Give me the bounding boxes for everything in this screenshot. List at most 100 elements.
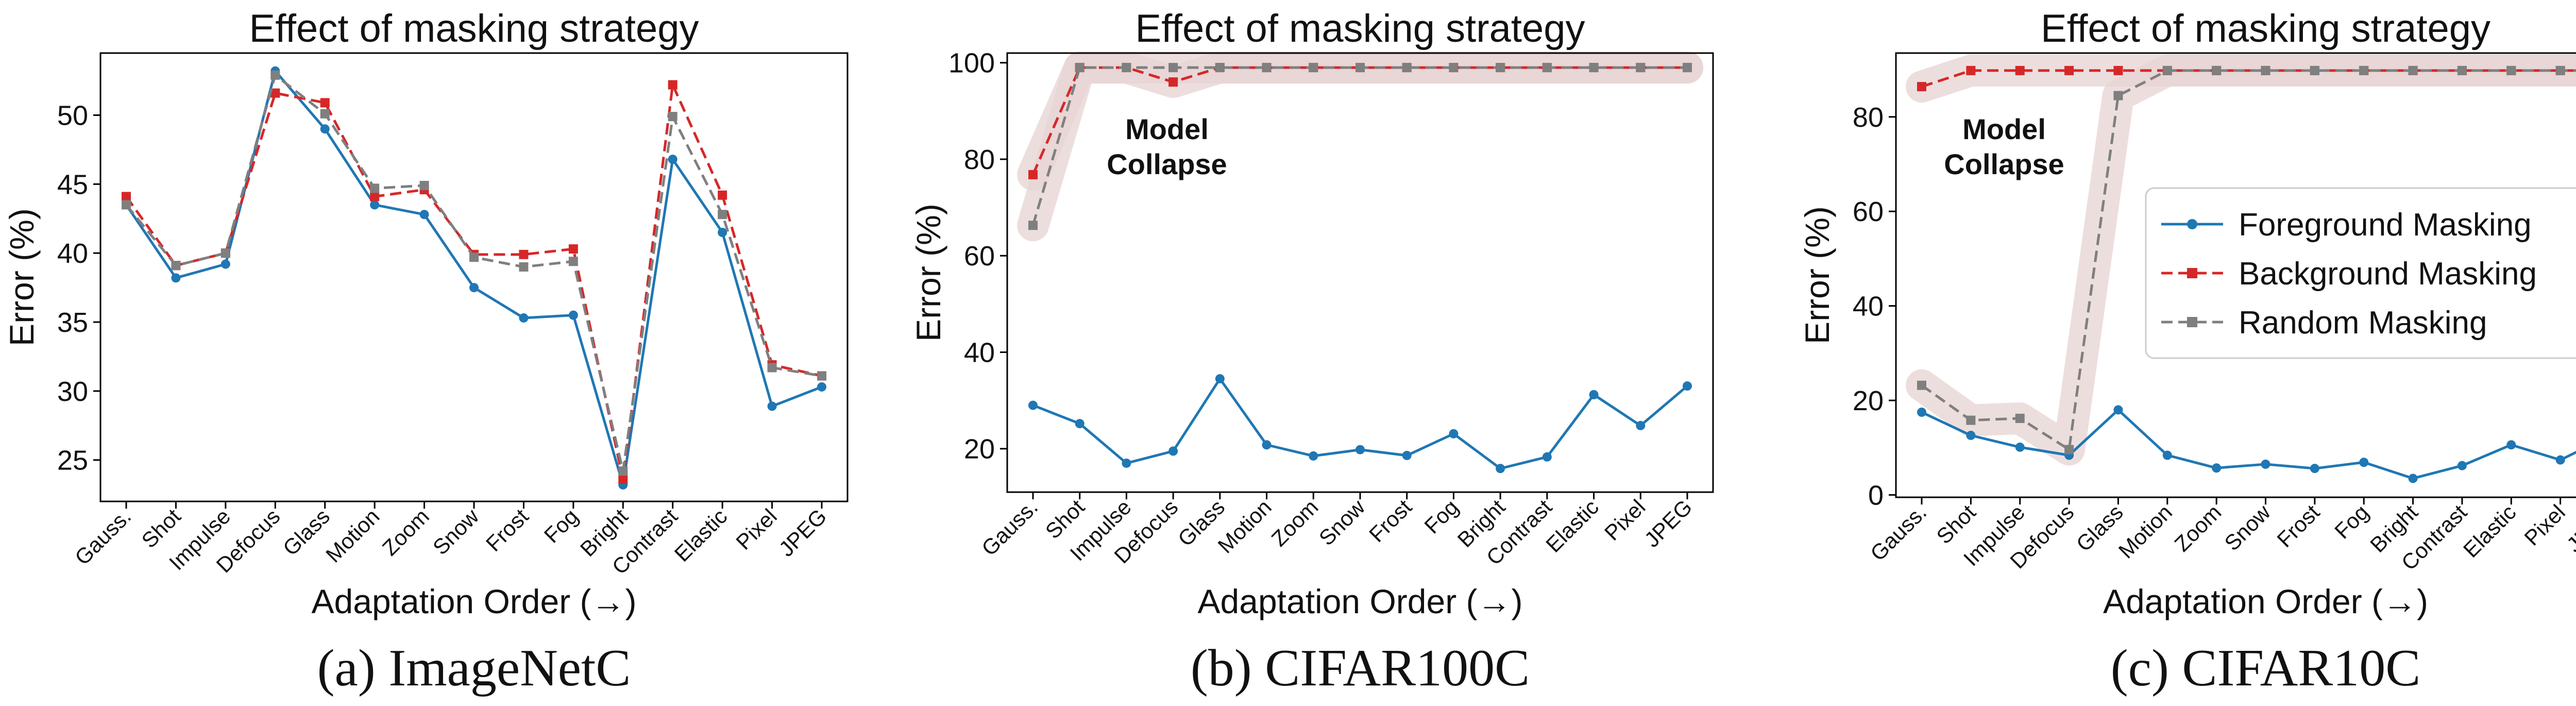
legend-label: Foreground Masking	[2239, 207, 2532, 243]
background-data-point	[519, 249, 529, 259]
random-data-point	[2162, 65, 2172, 75]
y-tick-label: 40	[1853, 291, 1884, 322]
foreground-data-point	[767, 401, 777, 411]
random-data-point	[1309, 63, 1318, 73]
background-data-point	[2113, 65, 2123, 75]
annotation-line: Collapse	[1944, 148, 2064, 180]
random-data-point	[221, 248, 230, 258]
random-data-point	[2506, 65, 2516, 75]
random-data-point	[2113, 91, 2123, 100]
x-tick-label: Zoom	[378, 504, 434, 560]
foreground-data-point	[1122, 458, 1131, 468]
foreground-data-point	[1917, 407, 1926, 417]
x-tick-label: Fog	[2330, 500, 2373, 543]
x-tick-label: Zoom	[2170, 500, 2226, 556]
random-data-point	[1449, 63, 1459, 73]
foreground-masking-line	[125, 70, 822, 486]
x-tick-label: JPEG	[1640, 495, 1697, 552]
random-data-point	[668, 112, 677, 122]
y-tick-label: 60	[1853, 196, 1884, 227]
chart-title: Effect of masking strategy	[2041, 7, 2490, 51]
legend-swatch-marker	[2187, 219, 2197, 229]
x-tick-label: Frost	[1364, 495, 1416, 547]
foreground-data-point	[2261, 459, 2270, 469]
random-data-point	[2064, 445, 2074, 455]
foreground-data-point	[1262, 440, 1272, 450]
foreground-data-point	[519, 313, 529, 323]
foreground-data-point	[1496, 464, 1505, 474]
random-data-point	[2457, 65, 2467, 75]
random-data-point	[2359, 65, 2369, 75]
chart-panel-3: Effect of masking strategy020406080Gauss…	[1798, 7, 2576, 697]
foreground-data-point	[1168, 446, 1178, 456]
y-tick-label: 45	[57, 169, 88, 200]
foreground-data-point	[469, 283, 479, 293]
background-data-point	[2064, 65, 2074, 75]
random-data-point	[1589, 63, 1599, 73]
chart-panel-2: Effect of masking strategy 20 40 60 80 100 Gau…	[909, 7, 1714, 697]
random-data-point	[1683, 63, 1692, 73]
foreground-data-point	[1075, 419, 1084, 429]
x-tick-label: Snow	[428, 504, 484, 560]
collapse-highlight-band	[1017, 52, 1703, 242]
x-tick-label: JPEG	[2562, 500, 2576, 557]
y-tick-label: 100	[948, 48, 995, 79]
foreground-masking-line	[1032, 377, 1688, 470]
foreground-masking-series	[1028, 374, 1692, 474]
foreground-data-point	[1589, 390, 1599, 399]
x-tick-label: Fog	[539, 504, 583, 547]
foreground-data-point	[370, 200, 380, 210]
background-masking-series	[122, 80, 826, 484]
y-tick-label: 0	[1868, 480, 1884, 511]
chart-title: Effect of masking strategy	[1136, 7, 1585, 51]
y-tick-label: 20	[1853, 385, 1884, 416]
random-data-point	[1496, 63, 1505, 73]
plot-frame	[1895, 52, 2576, 498]
foreground-data-point	[568, 310, 578, 320]
figure-caption: (c) CIFAR10C	[2111, 639, 2421, 697]
x-tick-label: Motion	[2114, 500, 2177, 563]
random-data-point	[1028, 221, 1038, 230]
random-data-point	[1215, 63, 1225, 73]
background-data-point	[1028, 170, 1038, 179]
background-data-point	[122, 192, 131, 201]
background-data-point	[2015, 65, 2025, 75]
random-data-point	[2261, 65, 2270, 75]
random-data-point	[419, 180, 429, 190]
y-tick-label: 60	[964, 241, 995, 272]
background-data-point	[320, 98, 330, 108]
foreground-data-point	[419, 210, 429, 220]
random-data-point	[1075, 63, 1084, 73]
foreground-data-point	[1215, 374, 1225, 383]
random-data-point	[519, 262, 529, 272]
random-data-point	[270, 70, 280, 80]
x-tick-label: Frost	[481, 504, 533, 556]
foreground-data-point	[2506, 440, 2516, 450]
random-masking-series	[1028, 63, 1692, 230]
foreground-data-point	[2310, 464, 2319, 474]
random-data-point	[320, 109, 330, 119]
x-axis-label: Adaptation Order (→)	[312, 582, 637, 620]
background-data-point	[370, 192, 380, 201]
x-tick-label: Gauss.	[70, 504, 135, 569]
random-data-point	[1262, 63, 1272, 73]
foreground-data-point	[2408, 474, 2418, 483]
y-axis-label: Error (%)	[3, 208, 41, 346]
random-data-point	[370, 183, 380, 193]
random-data-point	[171, 261, 181, 271]
foreground-data-point	[221, 259, 230, 269]
background-data-point	[1917, 82, 1926, 92]
x-tick-label: Snow	[2219, 500, 2275, 556]
y-axis-label: Error (%)	[1798, 206, 1836, 344]
random-data-point	[1355, 63, 1365, 73]
y-tick-label: 20	[964, 434, 995, 465]
y-tick-label: 80	[964, 144, 995, 175]
foreground-data-point	[1402, 450, 1412, 460]
random-data-point	[1402, 63, 1412, 73]
y-tick-label: 50	[57, 100, 88, 131]
x-tick-label: Elastic	[670, 504, 732, 566]
background-data-point	[618, 475, 628, 484]
foreground-data-point	[2113, 405, 2123, 415]
foreground-data-point	[171, 273, 181, 283]
foreground-data-point	[1449, 429, 1459, 439]
